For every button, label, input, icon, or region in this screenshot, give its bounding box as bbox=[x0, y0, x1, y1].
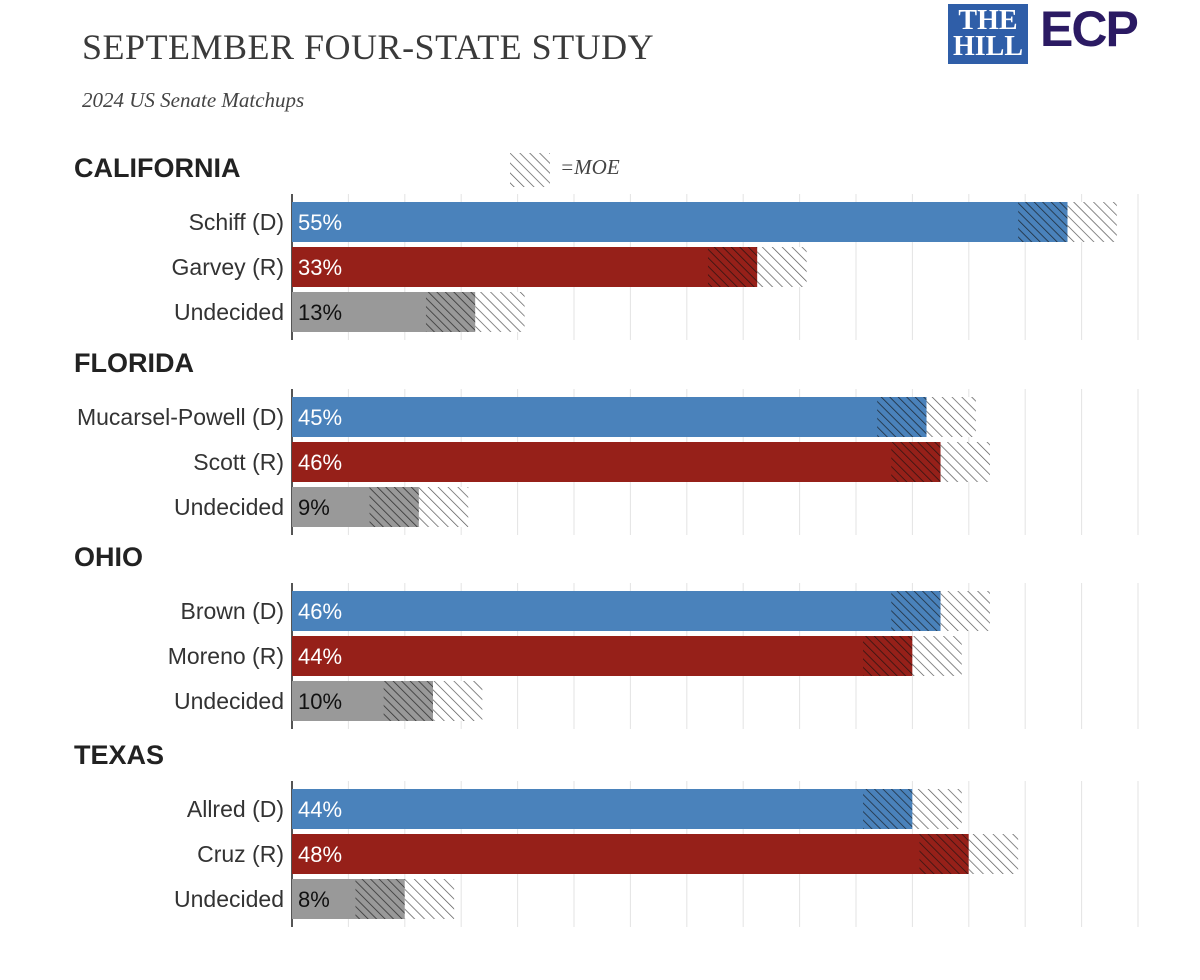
bar-florida-mucarsel-powell-d bbox=[292, 397, 927, 437]
state-label-california: CALIFORNIA bbox=[74, 153, 240, 183]
moe-outer-ohio-moreno-r bbox=[912, 636, 962, 676]
value-label-california-schiff-d: 55% bbox=[298, 210, 342, 235]
moe-inner-ohio-brown-d bbox=[891, 591, 941, 631]
moe-inner-florida-scott-r bbox=[891, 442, 941, 482]
bar-ohio-brown-d bbox=[292, 591, 941, 631]
moe-outer-florida-undecided bbox=[418, 487, 469, 527]
candidate-label-ohio-brown-d: Brown (D) bbox=[180, 598, 284, 624]
legend: =MOE bbox=[510, 153, 620, 187]
value-label-ohio-moreno-r: 44% bbox=[298, 644, 342, 669]
chart-subtitle: 2024 US Senate Matchups bbox=[82, 88, 305, 112]
value-label-texas-allred-d: 44% bbox=[298, 797, 342, 822]
bar-texas-cruz-r bbox=[292, 834, 969, 874]
candidate-label-florida-mucarsel-powell-d: Mucarsel-Powell (D) bbox=[77, 404, 284, 430]
candidate-label-california-garvey-r: Garvey (R) bbox=[172, 254, 284, 280]
moe-inner-california-garvey-r bbox=[707, 247, 758, 287]
moe-inner-texas-allred-d bbox=[863, 789, 913, 829]
candidate-label-california-schiff-d: Schiff (D) bbox=[189, 209, 284, 235]
moe-inner-ohio-undecided bbox=[383, 681, 433, 721]
bar-california-schiff-d bbox=[292, 202, 1068, 242]
bars: CALIFORNIA Schiff (D) 55% Garvey (R) 33% Unde… bbox=[74, 153, 1117, 919]
candidate-label-texas-undecided: Undecided bbox=[174, 886, 284, 912]
candidate-label-ohio-moreno-r: Moreno (R) bbox=[168, 643, 284, 669]
the-hill-logo-line2: HILL bbox=[952, 31, 1024, 62]
moe-outer-california-garvey-r bbox=[757, 247, 807, 287]
state-label-florida: FLORIDA bbox=[74, 348, 194, 378]
moe-outer-texas-allred-d bbox=[912, 789, 962, 829]
the-hill-logo: THE HILL bbox=[948, 4, 1028, 64]
moe-outer-ohio-brown-d bbox=[940, 591, 990, 631]
value-label-ohio-undecided: 10% bbox=[298, 689, 342, 714]
moe-outer-texas-cruz-r bbox=[968, 834, 1019, 874]
moe-inner-texas-cruz-r bbox=[919, 834, 969, 874]
candidate-label-florida-undecided: Undecided bbox=[174, 494, 284, 520]
moe-inner-florida-mucarsel-powell-d bbox=[877, 397, 927, 437]
moe-outer-texas-undecided bbox=[404, 879, 455, 919]
moe-outer-california-schiff-d bbox=[1067, 202, 1117, 242]
value-label-florida-undecided: 9% bbox=[298, 495, 330, 520]
bar-ohio-moreno-r bbox=[292, 636, 913, 676]
moe-inner-california-undecided bbox=[425, 292, 476, 332]
value-label-texas-cruz-r: 48% bbox=[298, 842, 342, 867]
moe-outer-california-undecided bbox=[475, 292, 525, 332]
candidate-label-california-undecided: Undecided bbox=[174, 299, 284, 325]
candidate-label-texas-allred-d: Allred (D) bbox=[187, 796, 284, 822]
state-label-ohio: OHIO bbox=[74, 542, 143, 572]
bar-texas-allred-d bbox=[292, 789, 913, 829]
value-label-california-undecided: 13% bbox=[298, 300, 342, 325]
legend-moe-swatch bbox=[510, 153, 550, 187]
value-label-florida-mucarsel-powell-d: 45% bbox=[298, 405, 342, 430]
chart-title: SEPTEMBER FOUR-STATE STUDY bbox=[82, 27, 655, 67]
moe-inner-texas-undecided bbox=[355, 879, 405, 919]
value-label-ohio-brown-d: 46% bbox=[298, 599, 342, 624]
bar-florida-scott-r bbox=[292, 442, 941, 482]
moe-inner-florida-undecided bbox=[369, 487, 419, 527]
moe-outer-florida-mucarsel-powell-d bbox=[926, 397, 976, 437]
ecp-logo: ECP bbox=[1040, 1, 1139, 57]
moe-outer-ohio-undecided bbox=[433, 681, 483, 721]
value-label-california-garvey-r: 33% bbox=[298, 255, 342, 280]
candidate-label-florida-scott-r: Scott (R) bbox=[193, 449, 284, 475]
value-label-texas-undecided: 8% bbox=[298, 887, 330, 912]
legend-moe-label: =MOE bbox=[560, 155, 620, 179]
state-label-texas: TEXAS bbox=[74, 740, 164, 770]
moe-outer-florida-scott-r bbox=[940, 442, 990, 482]
bar-california-garvey-r bbox=[292, 247, 758, 287]
moe-inner-ohio-moreno-r bbox=[863, 636, 913, 676]
value-label-florida-scott-r: 46% bbox=[298, 450, 342, 475]
the-hill-logo-line1: THE bbox=[958, 5, 1018, 36]
candidate-label-texas-cruz-r: Cruz (R) bbox=[197, 841, 284, 867]
moe-inner-california-schiff-d bbox=[1018, 202, 1068, 242]
candidate-label-ohio-undecided: Undecided bbox=[174, 688, 284, 714]
